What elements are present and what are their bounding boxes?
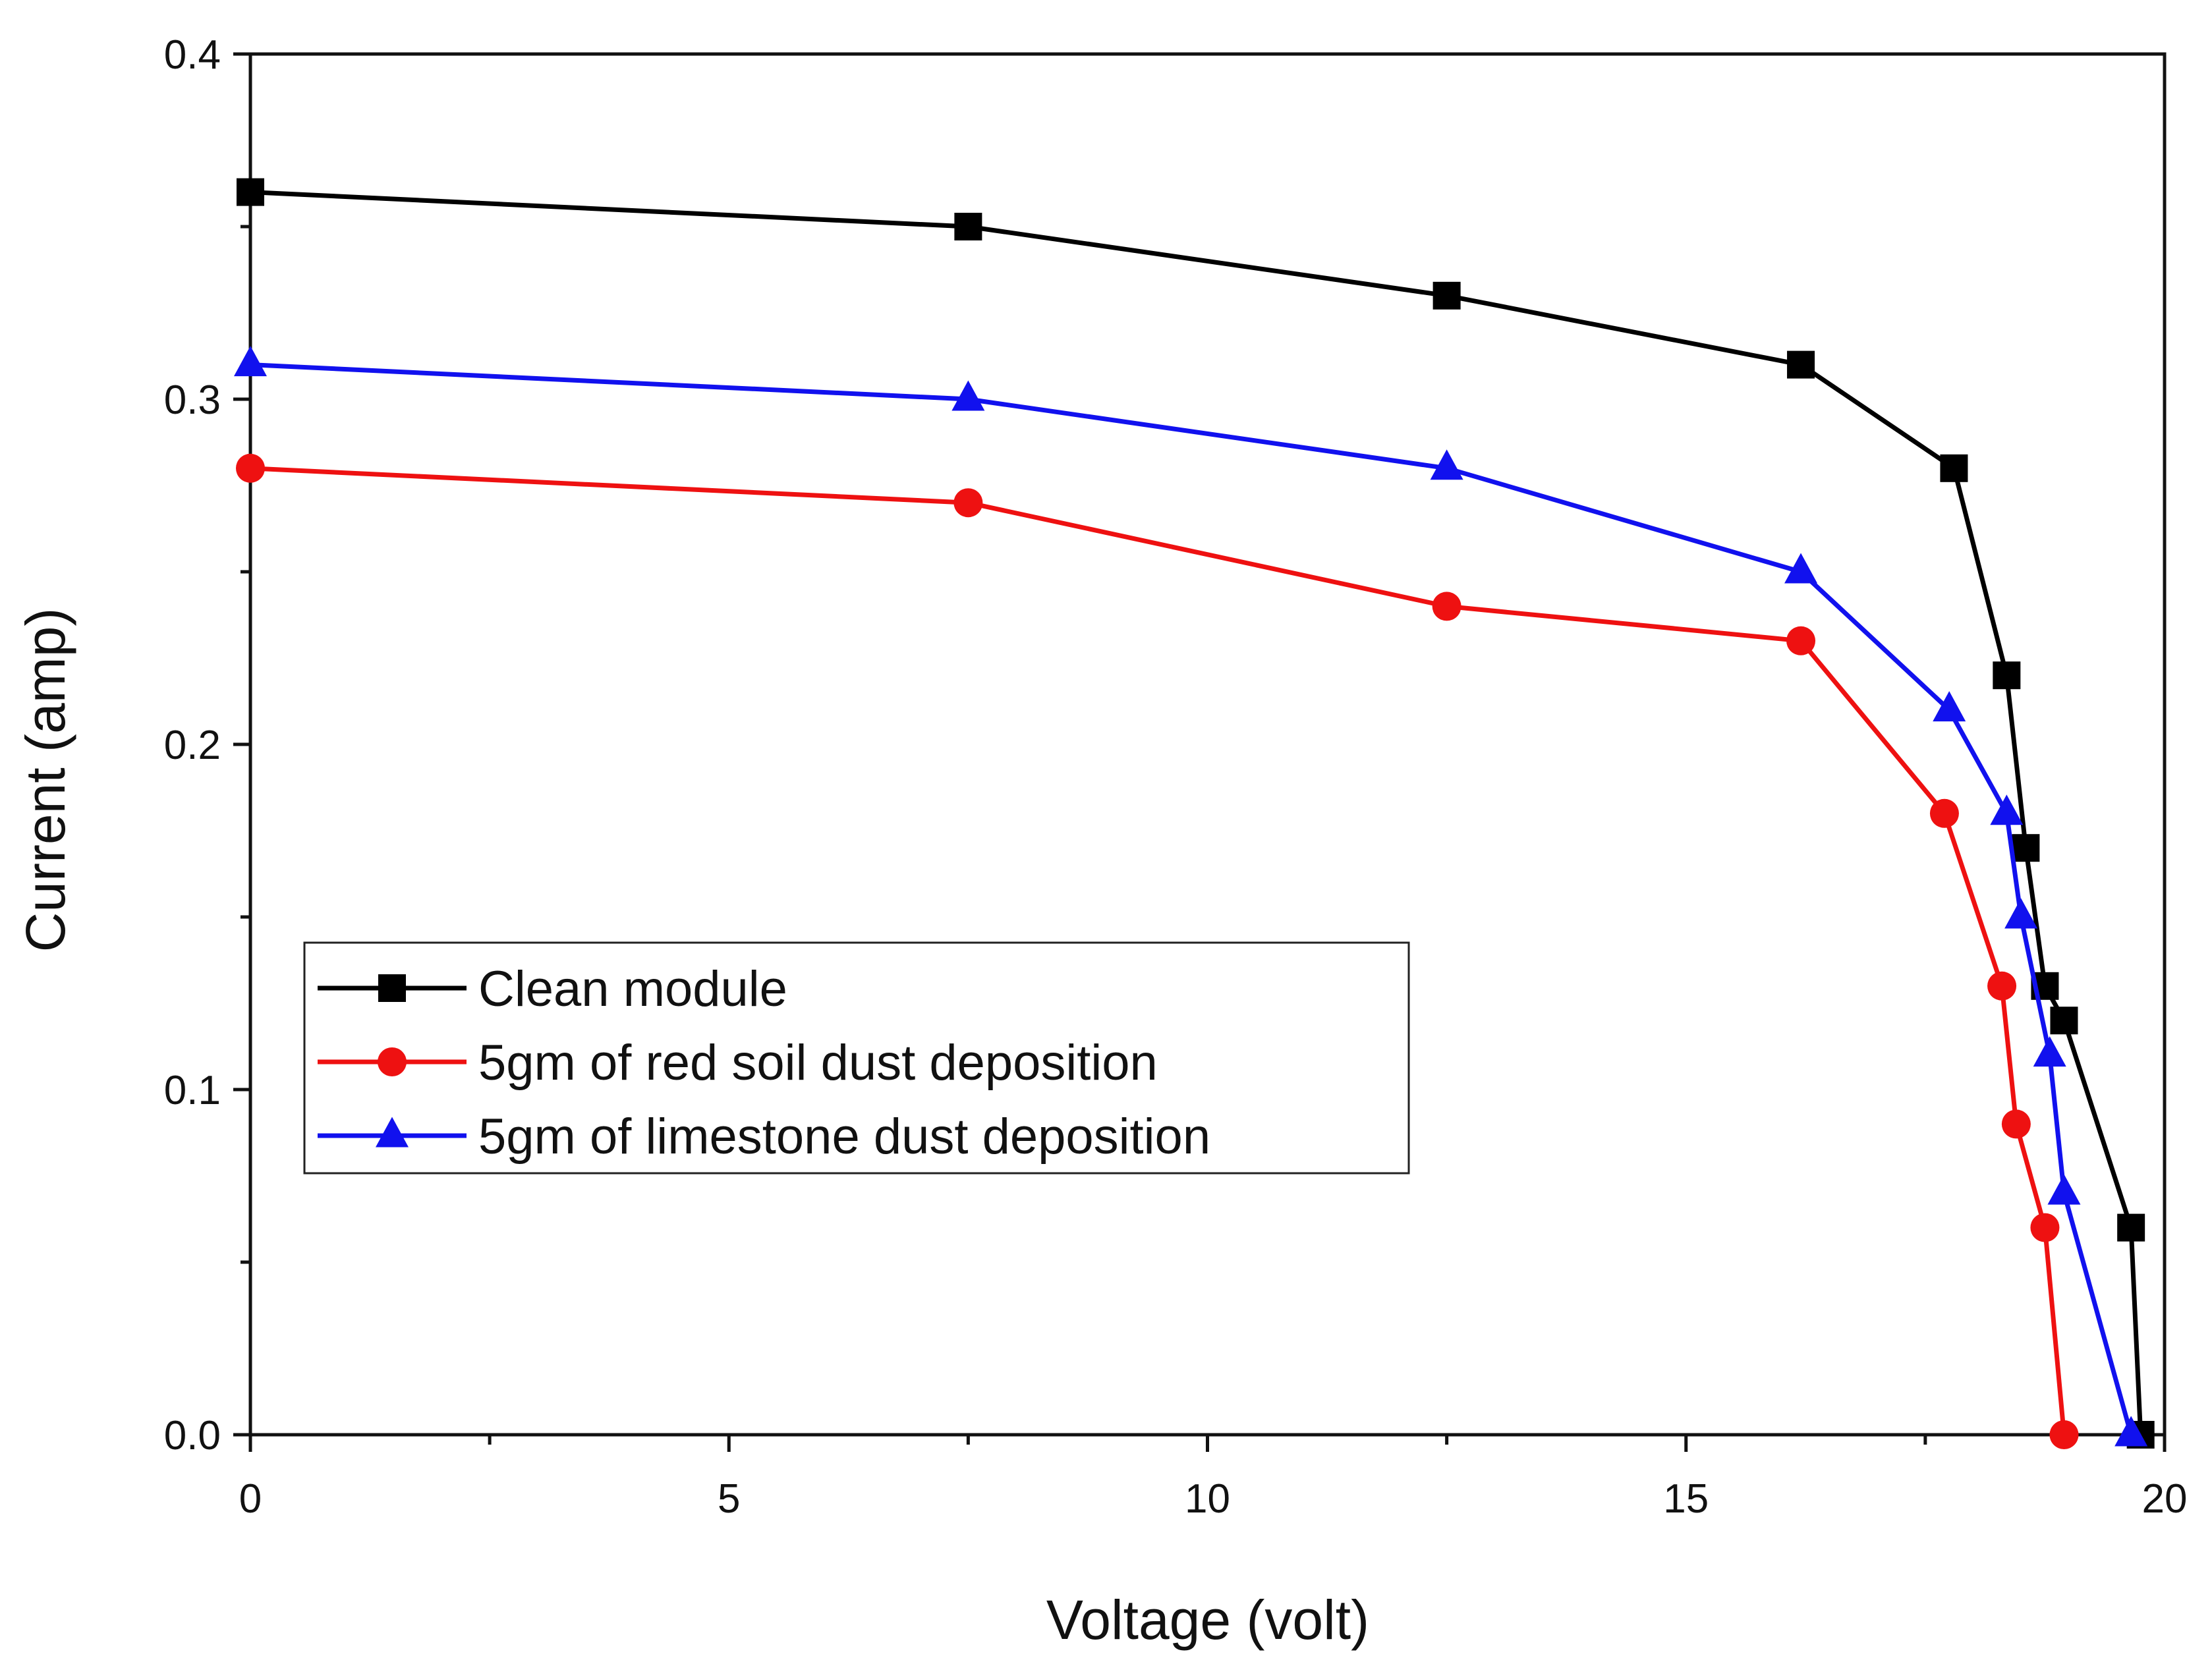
- legend-label: Clean module: [478, 961, 787, 1017]
- x-tick-label: 5: [718, 1476, 740, 1522]
- x-tick-label: 15: [1663, 1476, 1709, 1522]
- data-point: [1430, 449, 1463, 480]
- legend-marker: [376, 1117, 409, 1148]
- legend: Clean module 5gm of red soil dust deposit…: [303, 941, 1410, 1175]
- data-point: [2117, 1213, 2145, 1242]
- series-0: [237, 178, 2155, 1449]
- legend-marker: [378, 974, 406, 1002]
- y-tick-label: 0.4: [164, 32, 221, 78]
- data-point: [236, 453, 265, 483]
- data-point: [1432, 592, 1461, 621]
- data-point: [1784, 553, 1818, 584]
- data-point: [2047, 1174, 2081, 1205]
- y-tick-label: 0.1: [164, 1068, 221, 1113]
- series-layer: [234, 178, 2155, 1449]
- x-axis-label: Voltage (volt): [1046, 1589, 1369, 1651]
- data-point: [2114, 1416, 2148, 1447]
- legend-entry-2: 5gm of limestone dust deposition: [318, 1109, 1210, 1165]
- legend-label: 5gm of red soil dust deposition: [478, 1035, 1158, 1091]
- x-tick-label: 10: [1185, 1476, 1230, 1522]
- data-point: [2033, 1036, 2066, 1067]
- y-axis-label: Current (amp): [14, 608, 76, 953]
- y-tick-label: 0.2: [164, 723, 221, 768]
- series-2: [234, 346, 2148, 1447]
- legend-box: [303, 941, 1410, 1175]
- y-tick-label: 0.0: [164, 1413, 221, 1458]
- data-point: [2004, 898, 2038, 929]
- x-tick-label: 0: [239, 1476, 262, 1522]
- data-point: [1786, 626, 1816, 655]
- data-point: [1990, 794, 2024, 825]
- data-point: [234, 346, 267, 377]
- data-point: [1432, 281, 1461, 310]
- data-point: [954, 213, 982, 240]
- data-point: [1929, 798, 1959, 828]
- y-tick-label: 0.3: [164, 377, 221, 423]
- data-point: [1933, 691, 1966, 722]
- series-1: [236, 453, 2079, 1449]
- data-point: [2012, 834, 2040, 862]
- data-point: [2030, 1213, 2060, 1242]
- legend-entry-0: Clean module: [318, 961, 787, 1017]
- data-point: [1993, 661, 2021, 690]
- data-point: [237, 178, 264, 206]
- data-point: [2001, 1109, 2031, 1139]
- series-line: [250, 362, 2134, 1435]
- data-point: [1787, 350, 1815, 379]
- legend-label: 5gm of limestone dust deposition: [478, 1109, 1210, 1165]
- x-tick-label: 20: [2142, 1476, 2188, 1522]
- data-point: [2050, 1007, 2078, 1035]
- data-point: [1940, 454, 1968, 482]
- data-point: [2049, 1420, 2079, 1449]
- legend-entry-1: 5gm of red soil dust deposition: [318, 1035, 1158, 1091]
- data-point: [953, 488, 983, 518]
- data-point: [1987, 971, 2017, 1001]
- legend-marker: [378, 1047, 407, 1076]
- axes-layer: 0 5 10 15 20 0.0 0.1 0.2 0.3 0.4: [164, 32, 2188, 1522]
- data-point: [951, 380, 985, 411]
